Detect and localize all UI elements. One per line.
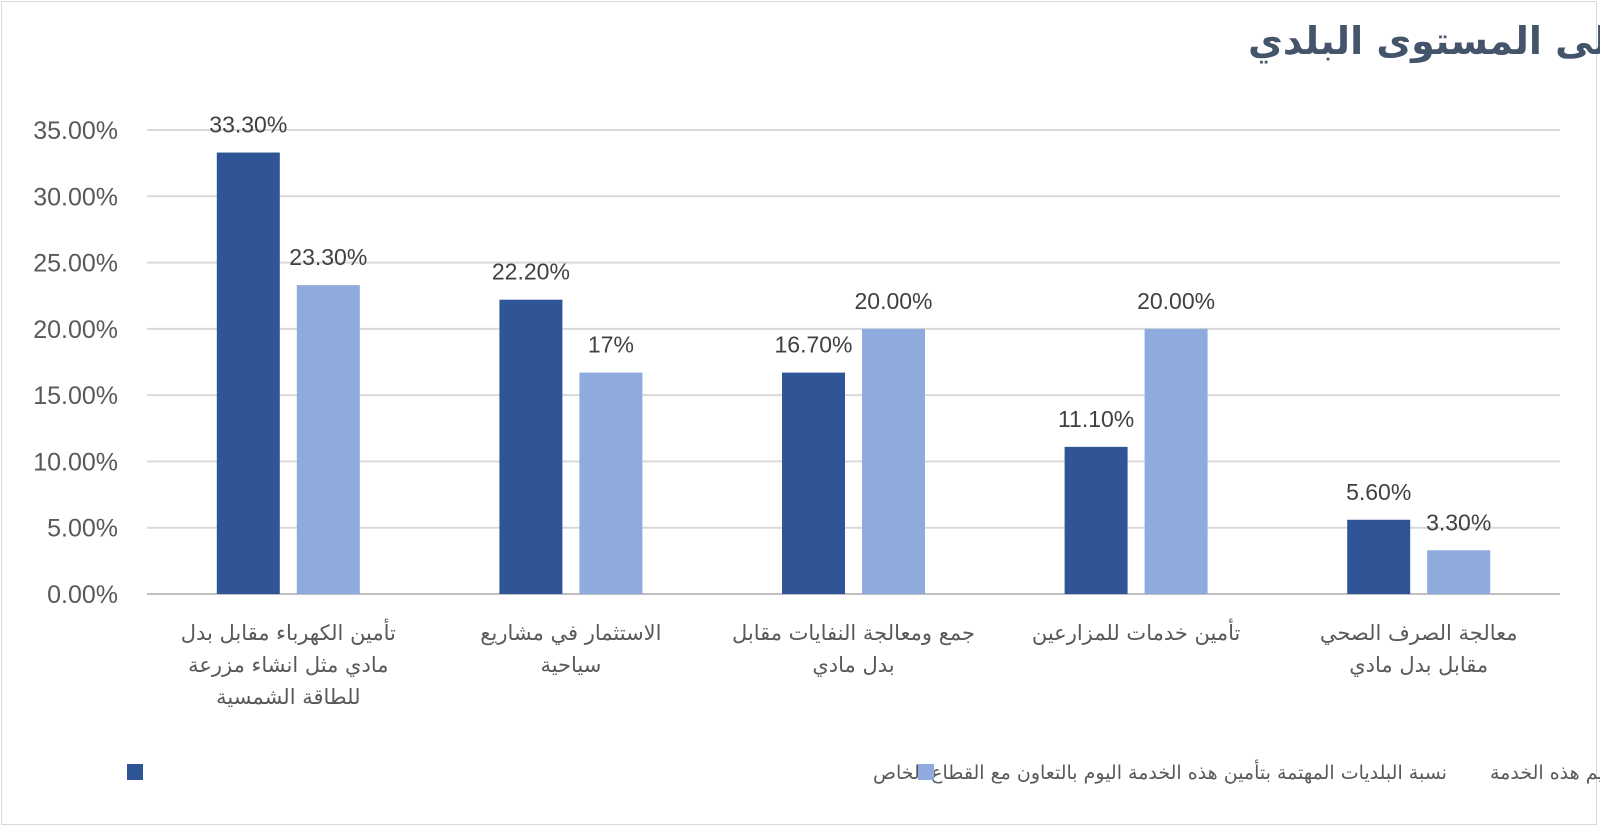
legend-label-series-1: نسبة البلديات المهتمة بتأمين هذه الخدمة …	[873, 759, 1447, 784]
bar-series-1-cat-2	[499, 299, 563, 594]
y-tick-label: 0.00%	[47, 581, 118, 609]
category-label: تأمين خدمات للمزارعين	[1032, 618, 1241, 645]
data-label: 33.30%	[209, 112, 287, 138]
category-label: تأمين الكهرباء مقابل بدل	[181, 618, 396, 645]
gridlines	[147, 129, 1560, 595]
y-axis-ticks: 35.00% 30.00% 25.00% 20.00% 15.00% 10.00% 5.00…	[33, 117, 118, 609]
data-labels: 33.30%23.30%22.20%17% 16.70%20.00%11.10%2…	[209, 112, 1491, 536]
data-label: 23.30%	[289, 244, 367, 270]
bar-series-1-cat-3	[782, 372, 845, 594]
category-label: للطاقة الشمسية	[216, 685, 360, 709]
category-label: بدل مادي	[812, 653, 894, 677]
bar-series-1-cat-5	[1347, 519, 1411, 594]
category-label: معالجة الصرف الصحي	[1320, 621, 1518, 645]
bars	[216, 152, 1491, 594]
category-label: الاستثمار في مشاريع	[480, 621, 661, 645]
x-axis-categories: تأمين الكهرباء مقابل بدل مادي مثل انشاء م…	[181, 618, 1518, 709]
y-tick-label: 25.00%	[33, 250, 118, 278]
data-label: 22.20%	[492, 259, 570, 285]
y-tick-label: 35.00%	[33, 117, 118, 145]
data-label: 17%	[588, 332, 634, 358]
data-label: 5.60%	[1346, 479, 1411, 505]
bar-series-2-cat-4	[1144, 328, 1208, 594]
bar-series-1-cat-1	[216, 152, 280, 594]
chart-title: 2- الخدمات التي يمكن للقطاع الخاص تقديمه…	[1248, 19, 1600, 63]
y-tick-label: 10.00%	[33, 448, 118, 476]
legend-label-series-2: نسبة شركات القطاع الخاص المهتمة بتقديم ه…	[1490, 762, 1600, 784]
category-label: جمع ومعالجة النفايات مقابل	[732, 621, 975, 645]
y-tick-label: 15.00%	[33, 382, 118, 410]
category-label: مقابل بدل مادي	[1349, 653, 1488, 677]
data-label: 16.70%	[774, 332, 852, 358]
legend-swatch-series-1	[127, 764, 143, 780]
y-tick-label: 20.00%	[33, 316, 118, 344]
legend-swatch-series-2	[918, 764, 934, 780]
y-tick-label: 5.00%	[47, 515, 118, 543]
category-label: سياحية	[540, 653, 601, 677]
bar-series-1-cat-4	[1064, 446, 1128, 594]
y-tick-label: 30.00%	[33, 183, 118, 211]
bar-series-2-cat-3	[862, 328, 925, 594]
bar-series-2-cat-2	[579, 372, 643, 594]
bar-series-2-cat-5	[1427, 550, 1491, 594]
data-label: 20.00%	[1137, 288, 1215, 314]
data-label: 11.10%	[1058, 406, 1134, 432]
legend: نسبة البلديات المهتمة بتأمين هذه الخدمة …	[127, 759, 1600, 784]
data-label: 3.30%	[1426, 509, 1491, 535]
bar-series-2-cat-1	[296, 285, 360, 594]
data-label: 20.00%	[854, 288, 932, 314]
category-label: مادي مثل انشاء مزرعة	[188, 653, 388, 677]
